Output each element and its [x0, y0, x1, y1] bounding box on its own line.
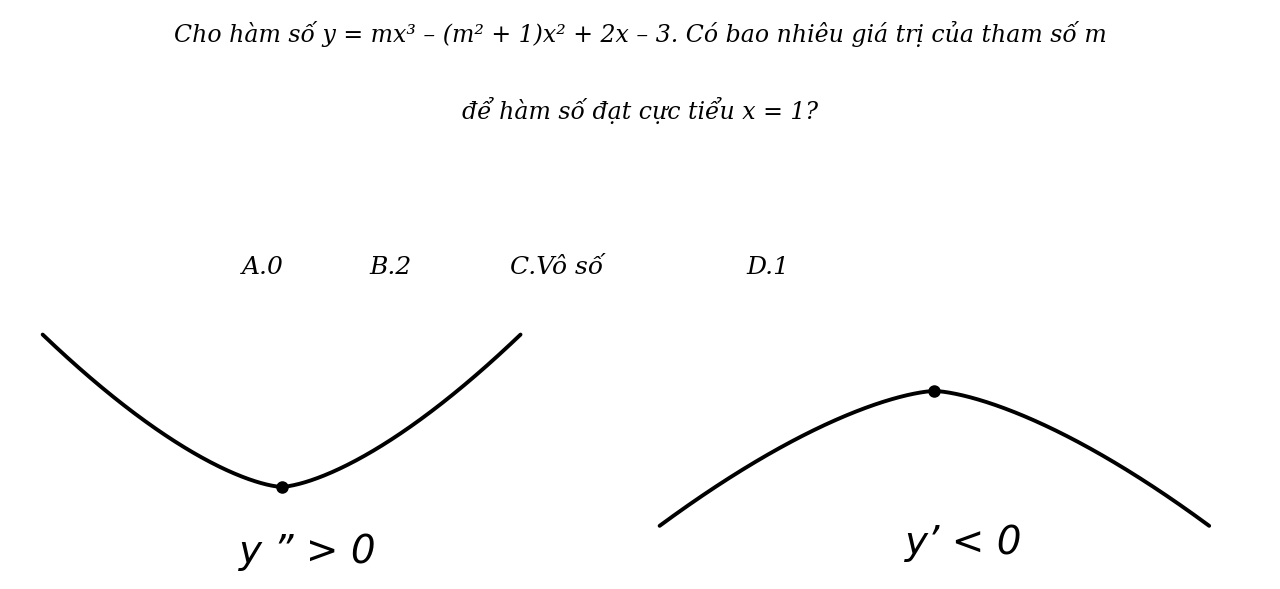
Text: C.Vô số: C.Vô số: [511, 256, 603, 279]
Text: Cho hàm số y = mx³ – (m² + 1)x² + 2x – 3. Có bao nhiêu giá trị của tham số m: Cho hàm số y = mx³ – (m² + 1)x² + 2x – 3…: [174, 21, 1106, 47]
Text: y ” > 0: y ” > 0: [239, 533, 376, 571]
Text: A.0: A.0: [242, 256, 283, 279]
Text: để hàm số đạt cực tiểu x = 1?: để hàm số đạt cực tiểu x = 1?: [462, 97, 818, 124]
Text: B.2: B.2: [369, 256, 412, 279]
Text: y’ < 0: y’ < 0: [905, 524, 1023, 561]
Text: D.1: D.1: [746, 256, 790, 279]
